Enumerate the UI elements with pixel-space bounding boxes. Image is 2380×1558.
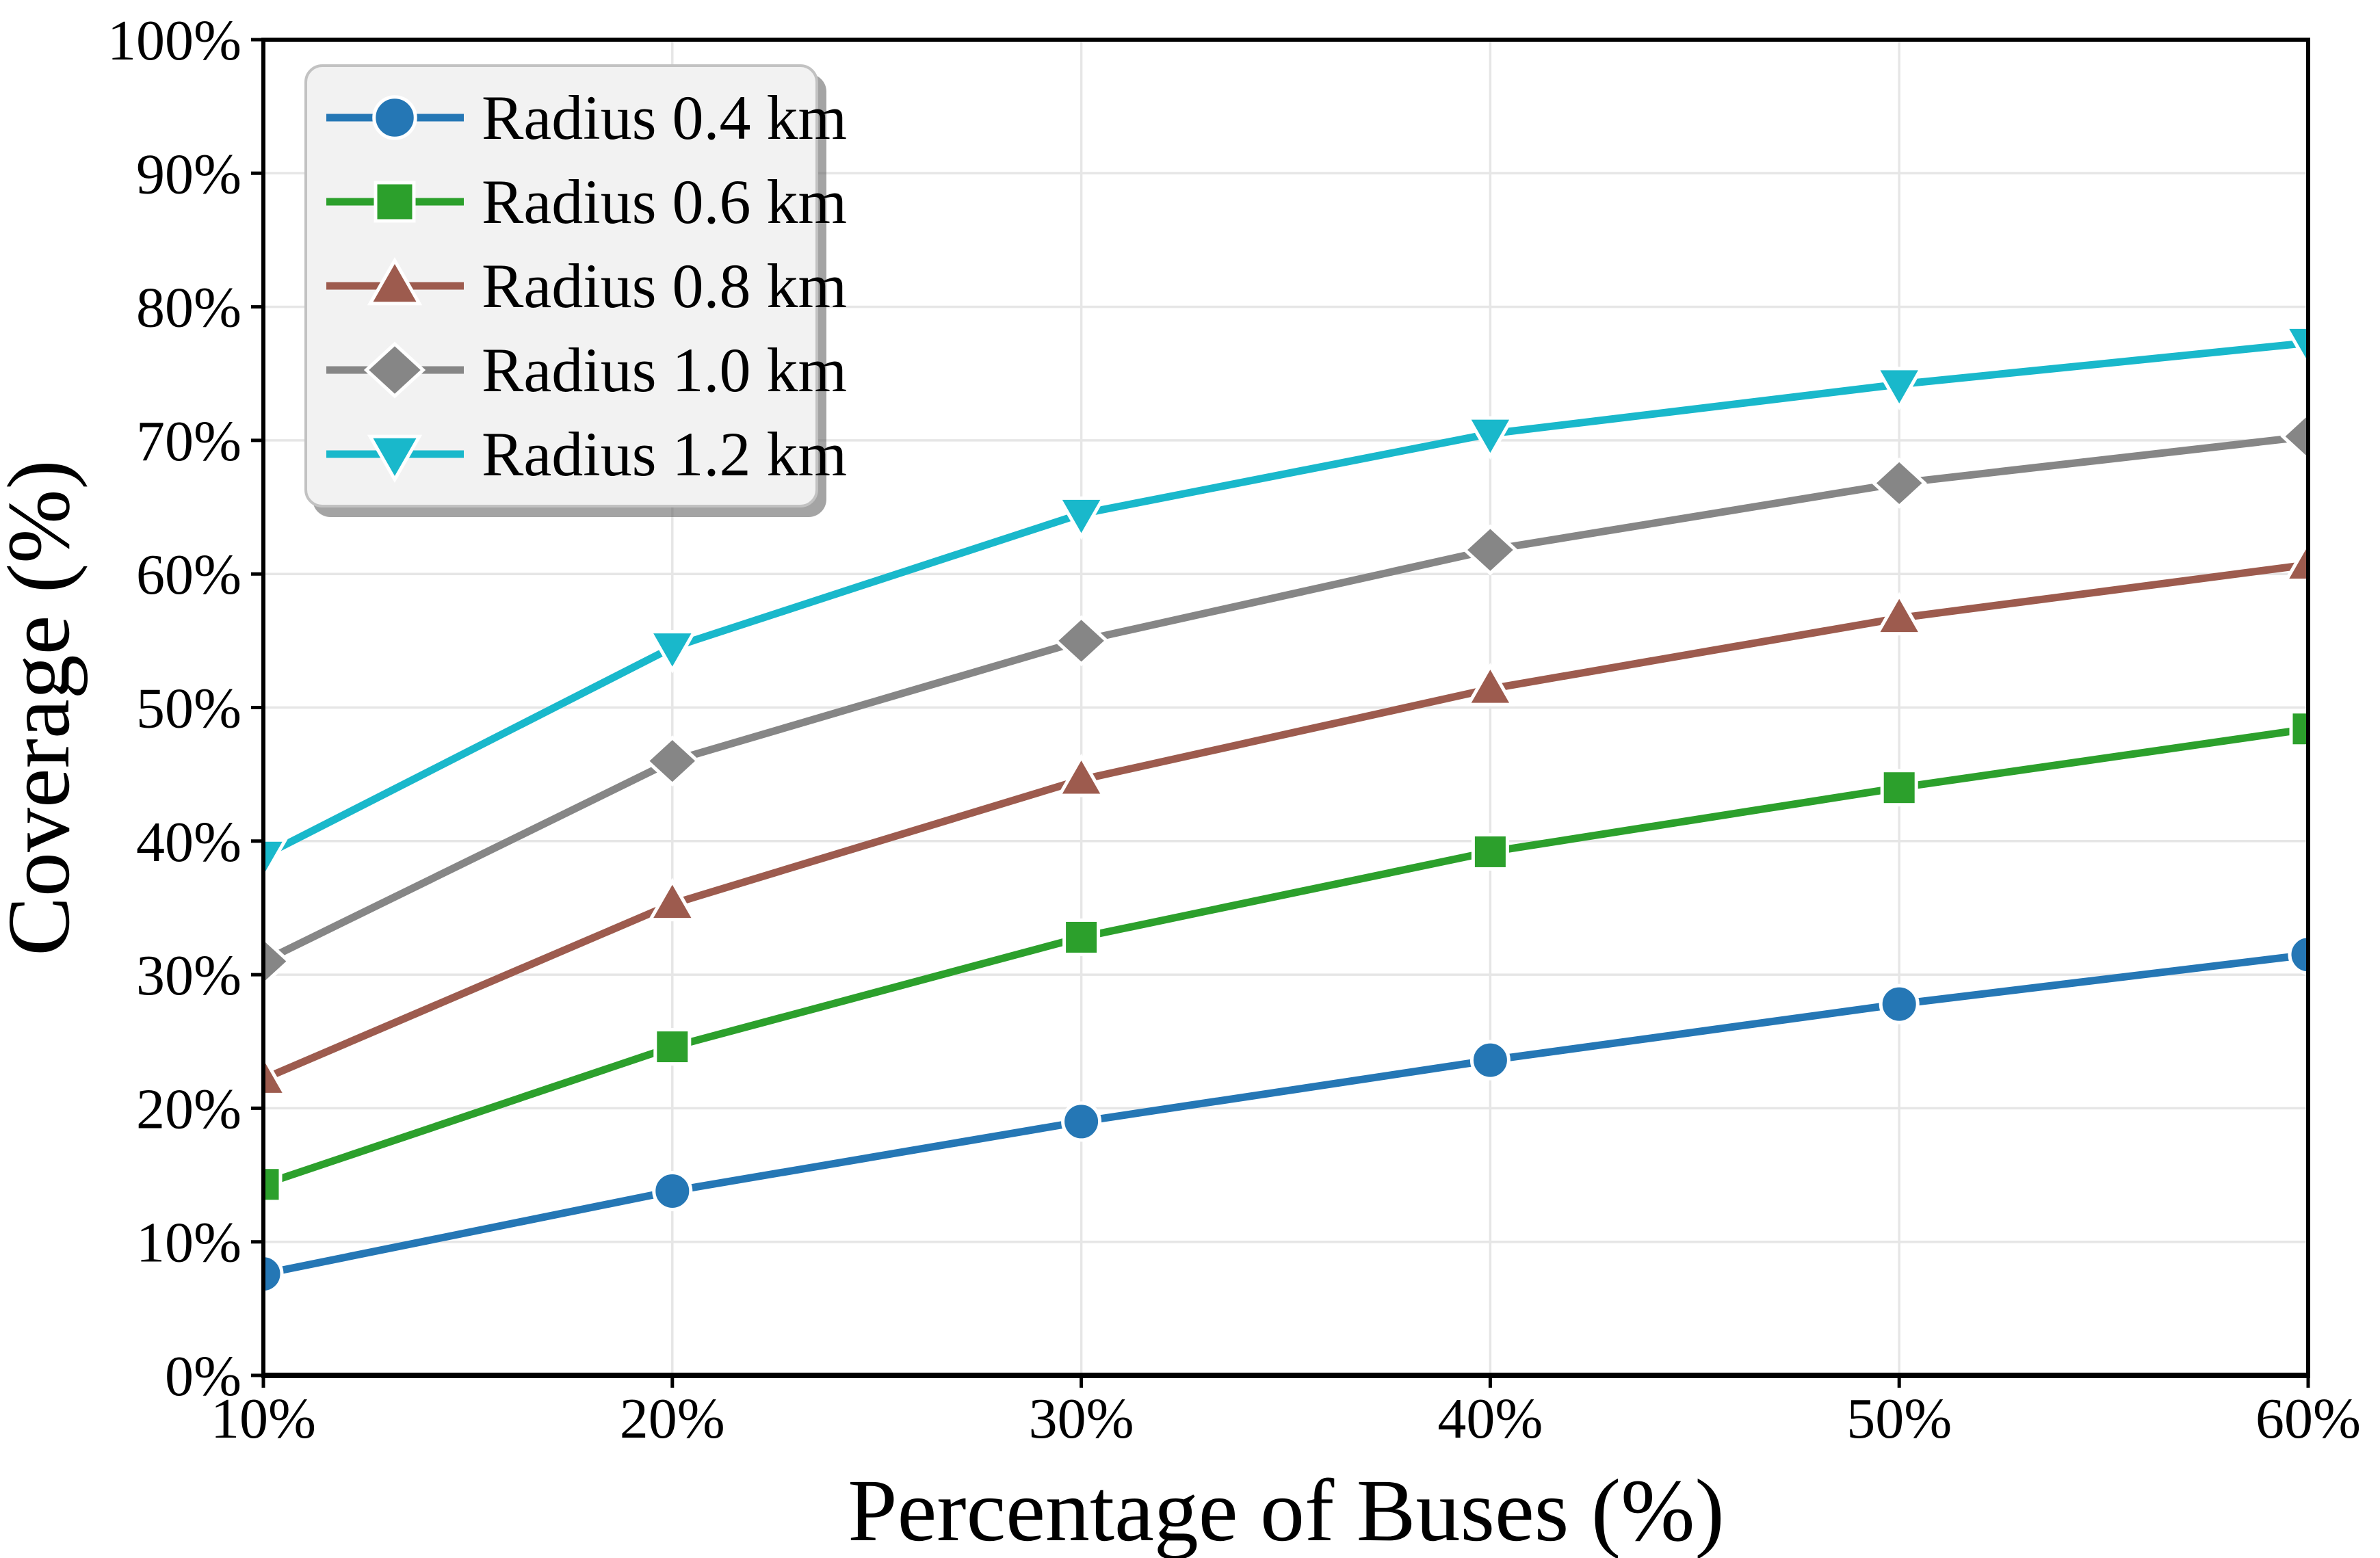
triangle-up-marker-icon (1056, 753, 1106, 797)
x-tick-label: 20% (620, 1387, 725, 1451)
circle-marker-icon (1469, 1040, 1511, 1081)
series-radius-0.8-km (263, 538, 2308, 1096)
y-axis-title: Coverage (%) (0, 460, 88, 955)
legend-item-radius-1.0-km: Radius 1.0 km (325, 330, 847, 410)
legend-item-label: Radius 0.6 km (482, 166, 848, 237)
square-marker-icon (263, 1165, 283, 1204)
y-tick-label: 60% (136, 543, 241, 607)
legend-sample (326, 94, 464, 140)
triangle-down-marker-icon (2283, 325, 2308, 369)
series-radius-0.4-km (263, 934, 2308, 1295)
legend-item-radius-0.8-km: Radius 0.8 km (325, 246, 847, 326)
y-tick-label: 10% (136, 1211, 241, 1275)
circle-marker-icon (2288, 934, 2308, 975)
square-marker-icon (1062, 918, 1101, 956)
y-tick-label: 40% (136, 810, 241, 874)
diamond-marker-icon (1462, 524, 1519, 576)
square-marker-icon (374, 181, 416, 223)
series-line (263, 339, 2308, 860)
square-marker-icon (2289, 710, 2308, 748)
diamond-marker-icon (1871, 458, 1927, 509)
y-tick-label: 100% (107, 9, 241, 72)
series-radius-1.0-km (263, 410, 2308, 987)
x-tick-label: 60% (2255, 1387, 2361, 1451)
y-tick-label: 0% (165, 1345, 241, 1408)
circle-marker-icon (1879, 983, 1920, 1025)
triangle-down-marker-icon (1874, 367, 1924, 410)
legend: Radius 0.4 km Radius 0.6 km Radius 0.8 km R… (304, 64, 847, 507)
triangle-down-marker-icon (647, 630, 698, 674)
diamond-marker-icon (2280, 410, 2308, 462)
legend-item-label: Radius 1.2 km (482, 419, 848, 490)
circle-marker-icon (372, 94, 417, 140)
y-tick-label: 70% (136, 410, 241, 473)
circle-marker-icon (652, 1170, 693, 1211)
legend-item-radius-1.2-km: Radius 1.2 km (325, 414, 847, 494)
triangle-up-marker-icon (1465, 663, 1515, 707)
legend-item-radius-0.6-km: Radius 0.6 km (325, 161, 847, 242)
triangle-up-marker-icon (647, 877, 698, 922)
series-line (263, 725, 2308, 1188)
square-marker-icon (1880, 769, 1918, 807)
legend-sample (326, 256, 464, 306)
triangle-up-marker-icon (263, 1053, 289, 1096)
x-tick-label: 10% (211, 1387, 316, 1451)
y-tick-label: 90% (136, 142, 241, 206)
x-axis-title: Percentage of Buses (%) (848, 1462, 1724, 1558)
data-series-layer (263, 325, 2308, 1295)
axes-layer: 0%10%20%30%40%50%60%70%80%90%100%10% 20% 3… (107, 9, 2361, 1451)
triangle-down-marker-icon (1056, 496, 1106, 540)
series-radius-1.2-km (263, 325, 2308, 882)
triangle-down-marker-icon (1465, 416, 1515, 460)
y-tick-label: 20% (136, 1077, 241, 1141)
legend-sample (326, 341, 464, 399)
triangle-down-marker-icon (263, 838, 289, 882)
square-marker-icon (653, 1028, 692, 1066)
diamond-marker-icon (1053, 615, 1110, 667)
triangle-up-marker-icon (2283, 538, 2308, 583)
triangle-up-marker-icon (367, 256, 423, 306)
legend-item-radius-0.4-km: Radius 0.4 km (325, 77, 847, 158)
x-tick-label: 40% (1437, 1387, 1543, 1451)
y-tick-label: 50% (136, 677, 241, 741)
triangle-up-marker-icon (1874, 592, 1924, 636)
y-tick-label: 30% (136, 944, 241, 1007)
legend-item-label: Radius 0.4 km (482, 82, 848, 153)
triangle-down-marker-icon (367, 435, 423, 484)
legend-item-label: Radius 0.8 km (482, 250, 848, 321)
series-radius-0.6-km (263, 710, 2308, 1204)
series-line (263, 951, 2308, 1278)
x-tick-label: 30% (1029, 1387, 1134, 1451)
diamond-marker-icon (644, 735, 701, 787)
legend-sample (326, 435, 464, 484)
circle-marker-icon (263, 1254, 284, 1295)
series-line (263, 561, 2308, 1083)
series-line (263, 432, 2308, 965)
y-tick-label: 80% (136, 276, 241, 340)
legend-item-label: Radius 1.0 km (482, 335, 848, 406)
square-marker-icon (1471, 832, 1509, 871)
diamond-marker-icon (363, 341, 426, 399)
circle-marker-icon (1061, 1101, 1102, 1142)
diamond-marker-icon (263, 936, 291, 987)
legend-sample (326, 181, 464, 223)
x-tick-label: 50% (1846, 1387, 1952, 1451)
